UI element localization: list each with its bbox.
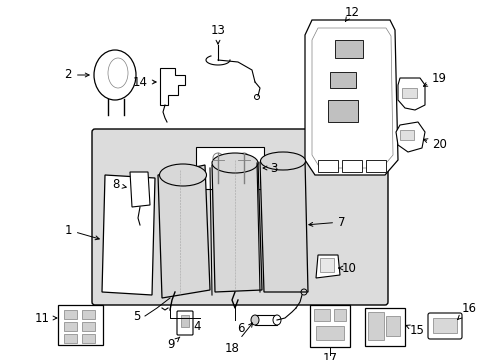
Text: 3: 3	[263, 162, 277, 175]
Bar	[82, 322, 95, 331]
Text: 7: 7	[308, 216, 345, 229]
Polygon shape	[102, 175, 155, 295]
Text: 4: 4	[193, 320, 201, 333]
Bar	[334, 40, 362, 58]
Text: 16: 16	[457, 302, 476, 319]
Bar	[367, 312, 383, 340]
Polygon shape	[260, 160, 307, 292]
Bar	[64, 310, 77, 319]
Text: 10: 10	[338, 261, 356, 274]
Bar	[341, 160, 361, 172]
Bar	[181, 315, 189, 327]
Bar	[313, 309, 329, 321]
Bar	[317, 160, 337, 172]
Bar	[254, 315, 276, 325]
Text: 14: 14	[133, 76, 156, 89]
Ellipse shape	[212, 153, 258, 173]
Polygon shape	[160, 68, 184, 105]
Text: 6: 6	[237, 321, 244, 334]
Text: 20: 20	[423, 139, 446, 152]
Ellipse shape	[272, 315, 281, 325]
Text: 5: 5	[133, 310, 141, 323]
Bar	[319, 258, 333, 272]
Bar	[64, 322, 77, 331]
FancyBboxPatch shape	[92, 129, 387, 305]
Polygon shape	[212, 162, 262, 292]
Text: 2: 2	[64, 68, 89, 81]
Text: 19: 19	[423, 72, 446, 86]
Text: 13: 13	[210, 23, 225, 44]
Bar	[196, 147, 264, 189]
Bar	[64, 334, 77, 343]
Polygon shape	[397, 78, 424, 110]
Bar	[82, 310, 95, 319]
Bar	[329, 72, 355, 88]
Bar	[365, 160, 385, 172]
Ellipse shape	[94, 50, 136, 100]
Bar	[401, 88, 416, 98]
Ellipse shape	[260, 152, 305, 170]
Ellipse shape	[250, 315, 259, 325]
Text: 17: 17	[322, 351, 337, 360]
Bar	[333, 309, 346, 321]
Bar	[58, 305, 103, 345]
Bar	[82, 334, 95, 343]
Bar	[385, 316, 399, 336]
Polygon shape	[130, 172, 150, 207]
Bar	[432, 318, 456, 333]
Bar	[309, 305, 349, 347]
Text: 9: 9	[167, 337, 180, 351]
Polygon shape	[305, 20, 397, 175]
Text: 11: 11	[35, 311, 57, 324]
Polygon shape	[158, 165, 209, 298]
Ellipse shape	[239, 153, 248, 163]
Text: 1: 1	[64, 224, 99, 240]
Ellipse shape	[213, 153, 223, 163]
Text: 8: 8	[112, 179, 126, 192]
Bar	[364, 308, 404, 346]
Bar	[315, 326, 343, 340]
FancyBboxPatch shape	[177, 311, 193, 335]
Text: 12: 12	[344, 5, 359, 22]
Polygon shape	[315, 255, 339, 278]
Text: 15: 15	[405, 324, 424, 337]
Bar	[399, 130, 413, 140]
Text: 18: 18	[224, 323, 252, 355]
Bar	[327, 100, 357, 122]
FancyBboxPatch shape	[427, 313, 461, 339]
Ellipse shape	[159, 164, 206, 186]
Polygon shape	[395, 122, 424, 152]
